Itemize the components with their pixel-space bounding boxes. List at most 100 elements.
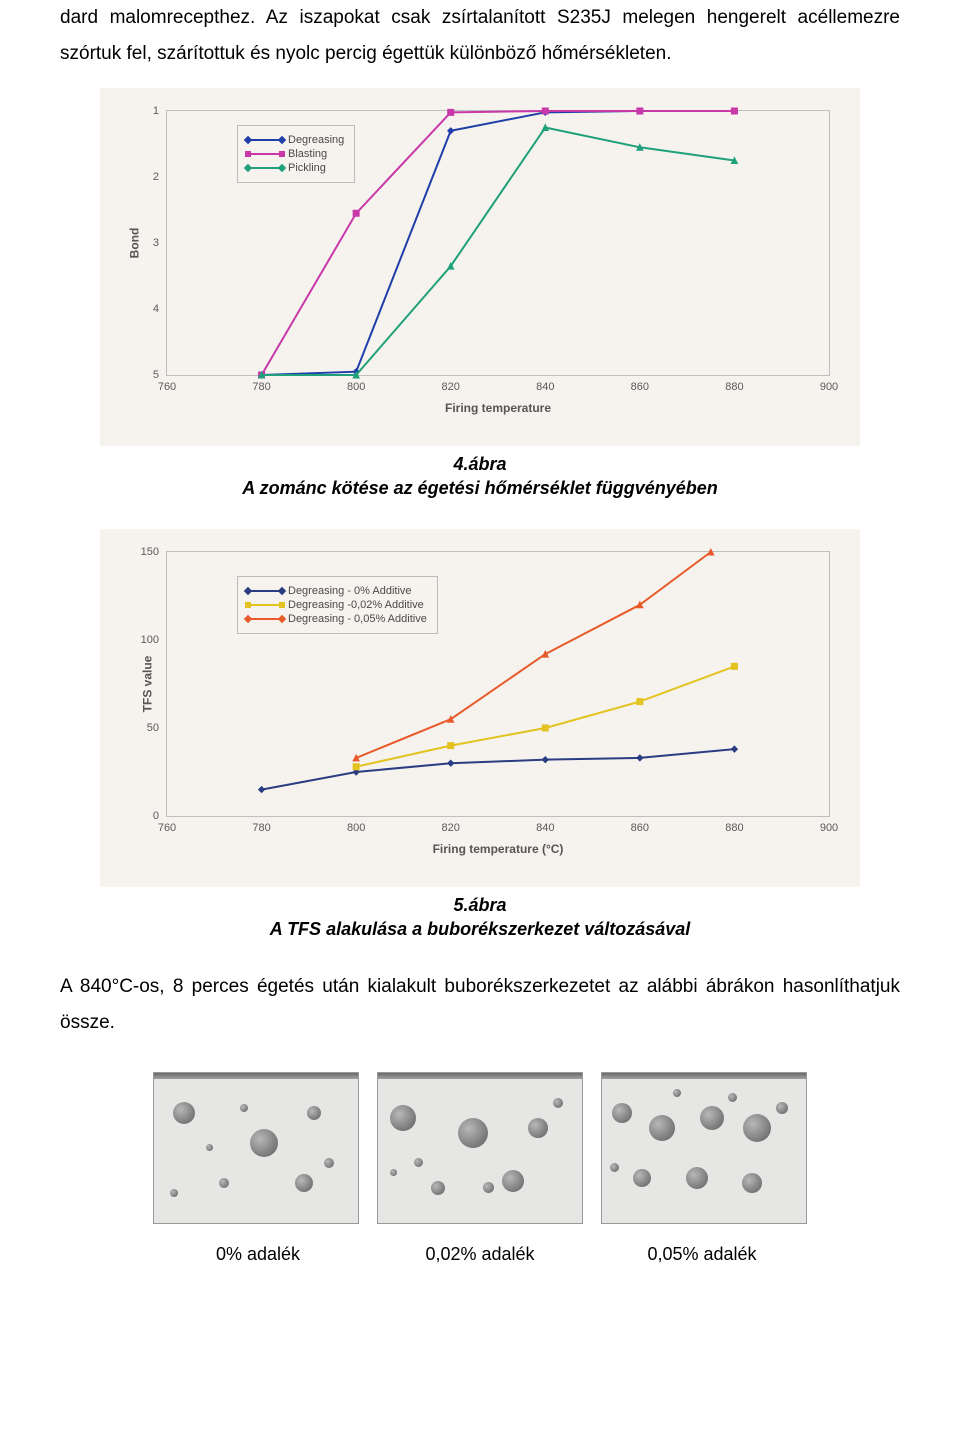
bubble (700, 1106, 724, 1130)
marker (542, 725, 548, 731)
bubble (240, 1104, 248, 1112)
x-tick: 820 (442, 822, 460, 834)
marker (448, 128, 454, 134)
marker (448, 760, 454, 766)
marker (353, 764, 359, 770)
chart-2-ylabel: TFS value (140, 655, 154, 712)
marker (731, 663, 737, 669)
x-tick: 840 (536, 381, 554, 393)
micrograph-1 (377, 1072, 583, 1224)
legend-item: Degreasing - 0,05% Additive (248, 613, 427, 625)
micrograph-labels: 0% adalék 0,02% adalék 0,05% adalék (60, 1244, 900, 1265)
micrograph-0 (153, 1072, 359, 1224)
bubble (206, 1144, 213, 1151)
micro-label-1: 0,02% adalék (378, 1244, 582, 1265)
bubble (633, 1169, 651, 1187)
chart-2-plot: Firing temperature (°C) TFS value 760780… (166, 551, 830, 817)
y-tick: 2 (137, 171, 159, 183)
bubble (502, 1170, 524, 1192)
bubble (295, 1174, 313, 1192)
micro-label-2: 0,05% adalék (600, 1244, 804, 1265)
chart-2-xlabel: Firing temperature (°C) (167, 842, 829, 856)
y-tick: 100 (137, 634, 159, 646)
bubble (458, 1118, 488, 1148)
legend-swatch (248, 167, 282, 169)
legend-label: Degreasing - 0% Additive (288, 585, 412, 597)
marker (637, 108, 643, 114)
y-tick: 3 (137, 237, 159, 249)
x-tick: 860 (631, 822, 649, 834)
micro-label-0: 0% adalék (156, 1244, 360, 1265)
legend-swatch (248, 590, 282, 592)
bubble (219, 1178, 229, 1188)
bubble (170, 1189, 178, 1197)
bubble (610, 1163, 619, 1172)
chart-2-container: Firing temperature (°C) TFS value 760 780… (100, 529, 860, 887)
bubble (173, 1102, 195, 1124)
bubble (742, 1173, 762, 1193)
legend-item: Pickling (248, 162, 344, 174)
para-2: A 840°C-os, 8 perces égetés után kialaku… (60, 969, 900, 1041)
bubble (250, 1129, 278, 1157)
bubble (390, 1169, 397, 1176)
legend-label: Degreasing - 0,05% Additive (288, 613, 427, 625)
caption-1-text: A zománc kötése az égetési hőmérséklet f… (242, 478, 718, 498)
legend-label: Blasting (288, 148, 327, 160)
series-line (262, 749, 735, 789)
x-tick: 760 (158, 381, 176, 393)
legend-label: Pickling (288, 162, 326, 174)
y-tick: 0 (137, 810, 159, 822)
bubble (414, 1158, 423, 1167)
bubble (553, 1098, 563, 1108)
legend-item: Blasting (248, 148, 344, 160)
x-tick: 780 (252, 822, 270, 834)
marker (637, 755, 643, 761)
bubble (649, 1115, 675, 1141)
bubble (528, 1118, 548, 1138)
x-tick: 760 (158, 822, 176, 834)
bubble (390, 1105, 416, 1131)
marker (448, 742, 454, 748)
intro-paragraph: dard malomrecepthez. Az iszapokat csak z… (60, 0, 900, 72)
y-tick: 5 (137, 369, 159, 381)
legend-swatch (248, 604, 282, 606)
bubble (324, 1158, 334, 1168)
bubble (776, 1102, 788, 1114)
x-tick: 900 (820, 822, 838, 834)
chart-1-container: Firing temperature Bond 7607808008208408… (100, 88, 860, 446)
legend-label: Degreasing (288, 134, 344, 146)
bubble (431, 1181, 445, 1195)
legend-item: Degreasing (248, 134, 344, 146)
legend-item: Degreasing - 0% Additive (248, 585, 427, 597)
x-tick: 800 (347, 381, 365, 393)
caption-2-num: 5.ábra (60, 893, 900, 917)
bubble (673, 1089, 681, 1097)
x-tick: 820 (442, 381, 460, 393)
y-tick: 4 (137, 303, 159, 315)
chart-2: Firing temperature (°C) TFS value 760 780… (110, 543, 850, 863)
marker (708, 549, 714, 555)
bubble (612, 1103, 632, 1123)
marker (353, 210, 359, 216)
marker (731, 108, 737, 114)
bubble (686, 1167, 708, 1189)
y-tick: 50 (137, 722, 159, 734)
y-tick: 150 (137, 546, 159, 558)
marker (542, 108, 548, 114)
bubble (307, 1106, 321, 1120)
chart-1: Firing temperature Bond 7607808008208408… (110, 102, 850, 422)
series-line (356, 666, 734, 766)
bubble (728, 1093, 737, 1102)
marker (448, 110, 454, 116)
caption-2-text: A TFS alakulása a buborékszerkezet válto… (270, 919, 691, 939)
legend-item: Degreasing -0,02% Additive (248, 599, 427, 611)
legend: Degreasing - 0% Additive Degreasing -0,02… (237, 576, 438, 634)
caption-1: 4.ábra A zománc kötése az égetési hőmérs… (60, 452, 900, 501)
y-tick: 1 (137, 105, 159, 117)
marker (259, 786, 265, 792)
legend-swatch (248, 618, 282, 620)
chart-1-plot: Firing temperature Bond 7607808008208408… (166, 110, 830, 376)
marker (542, 756, 548, 762)
x-tick: 880 (725, 822, 743, 834)
legend: Degreasing Blasting Pickling (237, 125, 355, 183)
